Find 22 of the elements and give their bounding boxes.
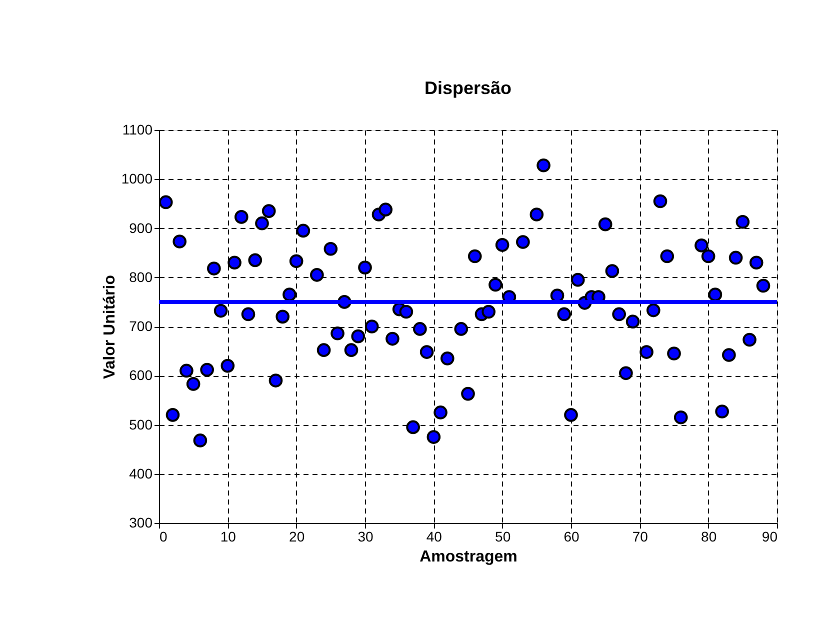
x-tick-label: 0	[160, 528, 168, 544]
y-tick-label: 1000	[121, 170, 153, 187]
x-tick-label: 30	[358, 528, 374, 544]
y-tick-label: 900	[129, 220, 153, 236]
y-tick-label: 800	[129, 268, 153, 285]
chart-title: Dispersão	[424, 78, 512, 98]
x-tick-label: 60	[564, 528, 580, 544]
x-tick-label: 80	[701, 528, 717, 544]
x-tick-label: 50	[495, 528, 511, 544]
x-axis-title: Amostragem	[420, 548, 518, 566]
x-tick-label: 10	[220, 528, 236, 544]
y-tick-label: 600	[129, 367, 153, 384]
y-tick-label: 300	[129, 514, 153, 530]
x-tick-label: 40	[426, 528, 442, 544]
y-tick-label: 400	[129, 465, 153, 482]
y-tick-label: 1100	[122, 122, 153, 138]
y-tick-label: 700	[129, 318, 153, 334]
x-tick-label: 20	[289, 528, 305, 544]
y-axis-title: Valor Unitário	[101, 274, 118, 380]
x-tick-label: 90	[762, 528, 778, 544]
x-tick-label: 70	[632, 528, 648, 544]
y-tick-label: 500	[129, 416, 153, 432]
